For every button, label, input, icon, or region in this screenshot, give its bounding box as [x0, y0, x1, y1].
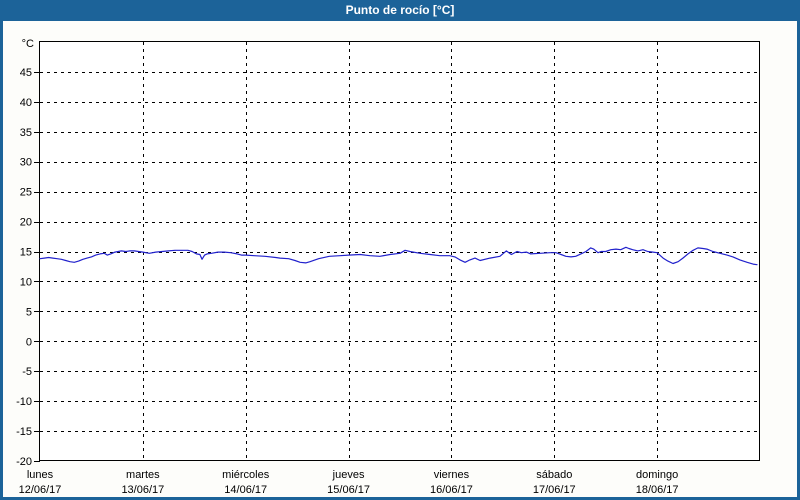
x-weekday-label: lunes — [27, 469, 54, 481]
y-axis-unit-label: °C — [22, 38, 34, 50]
y-tick-label: 15 — [20, 247, 32, 259]
y-tick-label: 10 — [20, 276, 32, 288]
plot-border — [39, 41, 760, 461]
x-weekday-label: martes — [126, 469, 160, 481]
y-tick-label: -20 — [16, 456, 32, 468]
x-weekday-label: miércoles — [222, 469, 270, 481]
y-tick-label: 25 — [20, 187, 32, 199]
y-tick-label: 20 — [20, 217, 32, 229]
y-tick-label: -5 — [22, 366, 32, 378]
y-tick-label: 35 — [20, 127, 32, 139]
x-date-label: 17/06/17 — [533, 484, 576, 496]
y-tick-label: 30 — [20, 157, 32, 169]
chart-title: Punto de rocío [°C] — [345, 3, 455, 17]
x-weekday-label: jueves — [332, 469, 365, 481]
x-date-label: 16/06/17 — [430, 484, 473, 496]
y-tick-label: 40 — [20, 97, 32, 109]
y-tick-label: 0 — [26, 336, 32, 348]
x-weekday-label: viernes — [434, 469, 470, 481]
y-tick-label: -10 — [16, 396, 32, 408]
dewpoint-line — [39, 246, 758, 266]
x-weekday-label: sábado — [536, 469, 572, 481]
x-weekday-label: domingo — [636, 469, 678, 481]
y-tick-label: 45 — [20, 67, 32, 79]
x-date-label: 18/06/17 — [636, 484, 679, 496]
x-date-label: 14/06/17 — [224, 484, 267, 496]
y-tick-label: -15 — [16, 426, 32, 438]
chart-title-bar: Punto de rocío [°C] — [0, 0, 800, 21]
x-date-label: 15/06/17 — [327, 484, 370, 496]
y-tick-label: 5 — [26, 306, 32, 318]
x-date-label: 13/06/17 — [121, 484, 164, 496]
x-date-label: 12/06/17 — [19, 484, 62, 496]
